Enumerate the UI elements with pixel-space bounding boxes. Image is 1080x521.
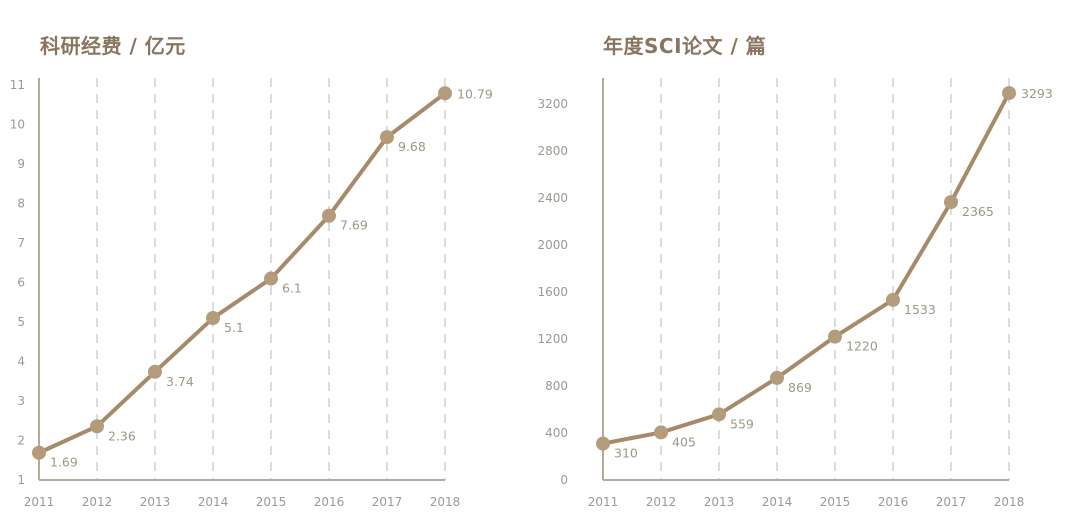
data-label: 2.36: [108, 428, 136, 443]
x-tick-label: 2011: [24, 495, 55, 509]
data-point: [886, 292, 900, 307]
y-tick-label: 1200: [537, 332, 568, 346]
data-label: 5.1: [224, 320, 244, 335]
data-label: 3.74: [166, 374, 194, 389]
y-tick-label: 2: [17, 434, 25, 448]
y-tick-label: 5: [17, 315, 25, 329]
y-tick-label: 0: [560, 473, 568, 487]
data-line: [38, 91, 447, 455]
y-tick-label: 1600: [537, 285, 568, 299]
data-label: 2365: [962, 204, 994, 219]
data-label: 7.69: [340, 218, 368, 233]
y-tick-label: 2800: [537, 144, 568, 158]
sci-chart: 0 400 800 1200 1600 2000 2400 2800 3200 2011 2012 2…: [537, 78, 1053, 509]
x-tick-label: 2013: [704, 495, 735, 509]
data-label: 9.68: [398, 139, 426, 154]
y-tick-label: 6: [17, 276, 25, 290]
y-tick-label: 2000: [537, 238, 568, 252]
funding-chart: 1 2 3 4 5 6 7 8 9 10 11 2011 2012 2013 2014 2015 2016 201…: [10, 78, 493, 509]
chart-title-sci-papers: 年度SCI论文 / 篇: [603, 34, 767, 58]
data-point: [770, 370, 784, 385]
x-tick-label: 2016: [878, 495, 909, 509]
x-tick-label: 2018: [994, 495, 1025, 509]
data-label: 310: [614, 446, 638, 461]
y-tick-label: 400: [545, 426, 568, 440]
y-tick-label: 3200: [537, 97, 568, 111]
x-tick-label: 2017: [372, 495, 403, 509]
data-point: [828, 329, 842, 344]
data-point: [380, 130, 394, 145]
data-point: [712, 407, 726, 422]
y-tick-label: 3: [17, 394, 25, 408]
x-tick-label: 2013: [140, 495, 171, 509]
data-point: [944, 195, 958, 210]
data-label: 3293: [1021, 86, 1053, 101]
data-point: [654, 425, 668, 440]
y-tick-label: 1: [17, 473, 25, 487]
x-tick-label: 2017: [936, 495, 967, 509]
x-tick-label: 2015: [820, 495, 851, 509]
y-tick-label: 2400: [537, 191, 568, 205]
data-label: 1220: [846, 339, 878, 354]
data-point: [90, 419, 104, 434]
data-label: 405: [672, 434, 696, 449]
x-tick-label: 2016: [314, 495, 345, 509]
x-tick-label: 2018: [430, 495, 461, 509]
data-label: 1.69: [50, 455, 78, 470]
x-tick-label: 2012: [646, 495, 677, 509]
y-tick-label: 8: [17, 197, 25, 211]
y-tick-label: 10: [10, 118, 25, 132]
data-point: [322, 208, 336, 223]
data-point: [148, 364, 162, 379]
data-label: 559: [730, 416, 754, 431]
x-tick-label: 2012: [82, 495, 113, 509]
y-tick-label: 800: [545, 379, 568, 393]
data-point: [1002, 86, 1016, 101]
data-label: 10.79: [457, 86, 493, 101]
y-tick-label: 4: [17, 355, 25, 369]
data-line: [602, 92, 1011, 446]
data-point: [206, 311, 220, 326]
x-tick-label: 2014: [198, 495, 229, 509]
data-label: 869: [788, 380, 812, 395]
data-label: 6.1: [282, 281, 302, 296]
x-tick-label: 2014: [762, 495, 793, 509]
data-point: [32, 445, 46, 460]
data-label: 1533: [904, 302, 936, 317]
chart-title-funding: 科研经费 / 亿元: [40, 34, 186, 58]
x-tick-label: 2011: [588, 495, 619, 509]
y-tick-label: 11: [10, 78, 25, 92]
x-tick-label: 2015: [256, 495, 287, 509]
data-point: [264, 271, 278, 286]
y-tick-label: 7: [17, 236, 25, 250]
data-point: [596, 436, 610, 451]
y-tick-label: 9: [17, 157, 25, 171]
data-point: [438, 86, 452, 101]
